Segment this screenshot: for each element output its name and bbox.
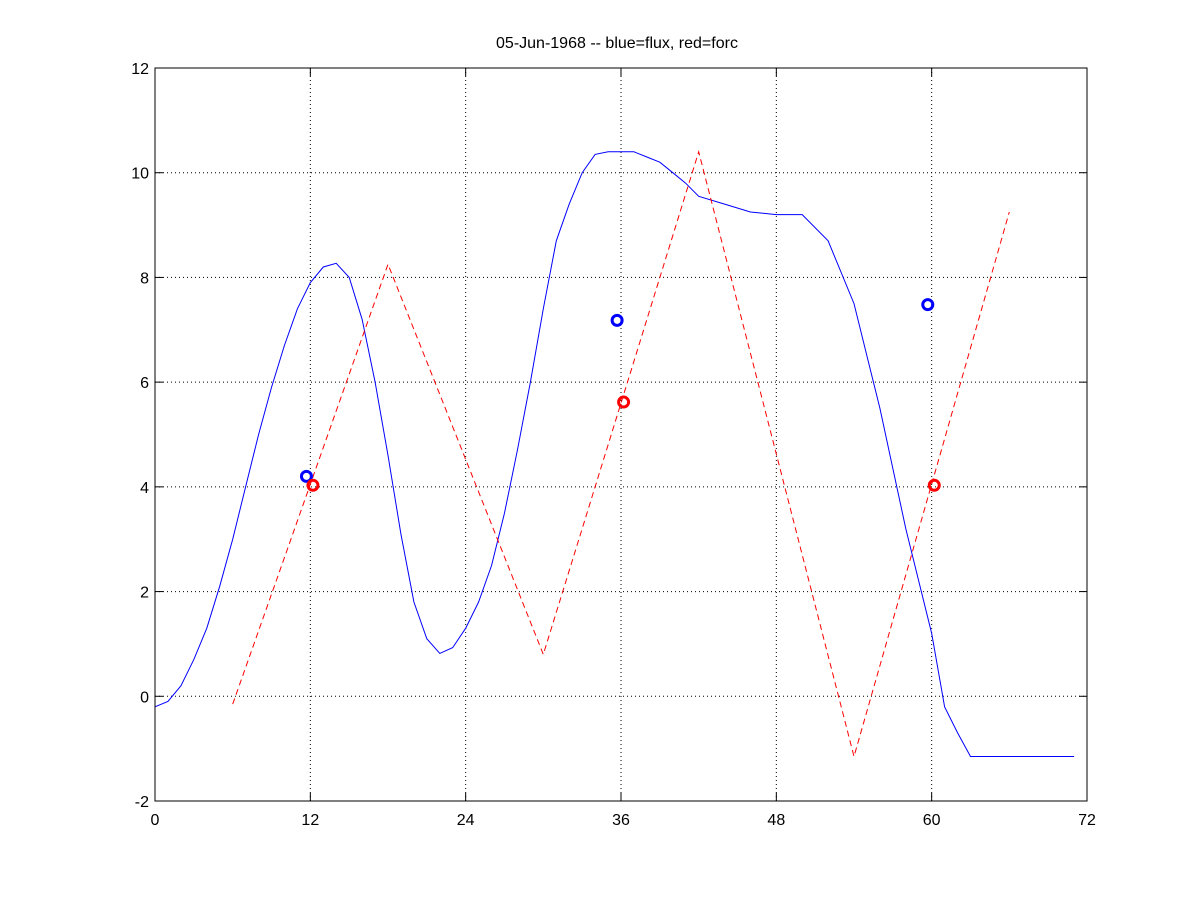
forc-line [232,149,1010,759]
plot-markers [299,298,941,492]
plot-series [154,149,1075,759]
x-tick-label: 60 [923,812,941,829]
chart-title: 05-Jun-1968 -- blue=flux, red=forc [496,35,738,52]
x-tick-label: 48 [767,812,785,829]
flux-marker [921,298,935,312]
x-tick-label: 36 [612,812,630,829]
y-tick-label: 6 [140,375,149,392]
y-tick-label: -2 [135,794,149,811]
x-tick-label: 0 [151,812,160,829]
flux-marker [299,469,313,483]
y-tick-label: 0 [140,689,149,706]
y-tick-label: 10 [131,166,149,183]
x-tick-label: 12 [301,812,319,829]
y-tick-label: 4 [140,480,149,497]
flux-line [154,151,1075,757]
forc-marker [617,395,631,409]
grid [155,68,1087,801]
flux-marker [610,313,624,327]
x-tick-label: 72 [1078,812,1096,829]
forc-marker [927,478,941,492]
forc-marker [306,478,320,492]
y-tick-label: 12 [131,61,149,78]
y-tick-label: 8 [140,270,149,287]
x-tick-label: 24 [457,812,475,829]
y-tick-label: 2 [140,585,149,602]
